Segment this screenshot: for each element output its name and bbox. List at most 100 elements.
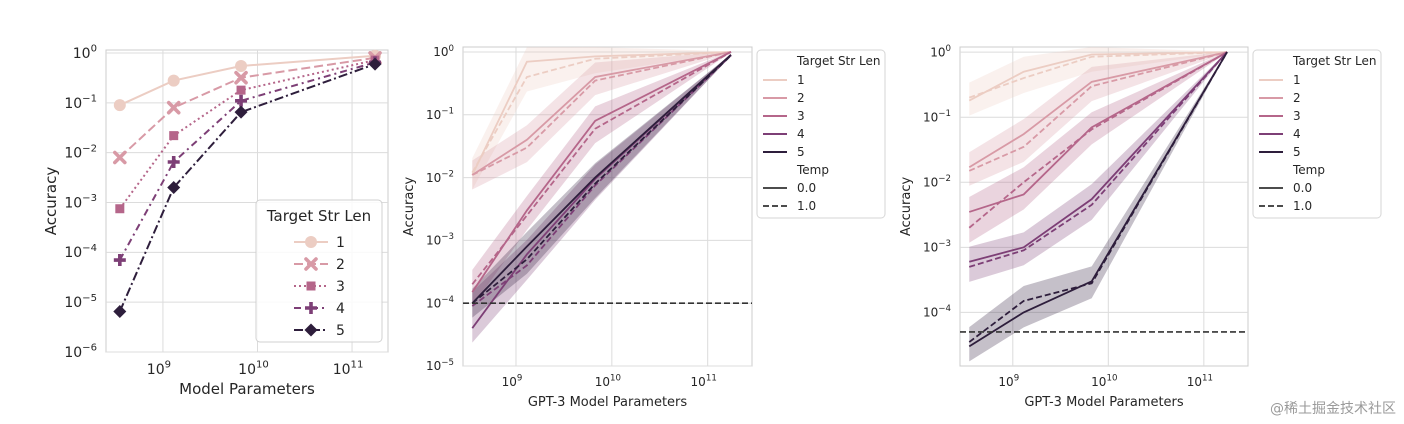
line-temp0-2-4 [969, 51, 1228, 263]
x-tick-label-2-0: 109 [998, 374, 1019, 389]
band-1-5 [472, 54, 731, 318]
band-1-4 [472, 54, 731, 343]
line-temp1-2-2 [968, 51, 1228, 172]
legend-box-2 [1252, 49, 1382, 219]
legend-label-2-2: 2 [1293, 91, 1301, 105]
x-axis-label-0: Model Parameters [179, 380, 315, 398]
y-tick-label-1-1: 10−1 [426, 107, 454, 122]
line-temp1-2-1 [968, 51, 1228, 99]
legend-label-1-3: 3 [797, 109, 805, 123]
point-s3-2 [236, 85, 246, 95]
y-tick-label-2-3: 10−3 [923, 239, 951, 254]
legend-label-1-2: 2 [797, 91, 805, 105]
legend-label-1-1: 1 [797, 73, 805, 87]
point-s5-3 [368, 57, 382, 71]
y-tick-label-0-4: 10−4 [64, 243, 97, 261]
series-line-4 [118, 61, 376, 261]
point-s1-1 [167, 74, 180, 87]
point-s1-2 [235, 59, 248, 72]
y-tick-label-1-4: 10−4 [426, 295, 454, 310]
line-temp0-1-1 [471, 51, 732, 176]
line-temp0-1-3 [471, 51, 732, 293]
point-s4-1 [167, 156, 180, 169]
y-tick-label-2-2: 10−2 [923, 174, 951, 189]
y-tick-label-2-1: 10−1 [923, 109, 951, 124]
y-tick-label-2-4: 10−4 [923, 304, 951, 319]
point-s2-1 [166, 100, 181, 115]
panel-right: 109 1010 1011 100 10−1 10−2 10−3 10−4 GPT-3 Mode… [899, 44, 1382, 410]
point-s3-0 [115, 204, 125, 214]
legend-label-left-4: 4 [336, 301, 345, 317]
legend-title-2: Target Str Len [1292, 54, 1376, 68]
line-temp1-2-3 [968, 51, 1228, 229]
point-s1-0 [113, 99, 126, 112]
legend-label-1-5: 5 [797, 145, 805, 159]
point-s4-2 [235, 94, 248, 107]
legend-label-left-3: 3 [336, 279, 345, 295]
y-tick-label-1-2: 10−2 [426, 169, 454, 184]
point-s5-1 [167, 181, 181, 195]
x-tick-label-1-1: 1010 [595, 374, 621, 389]
line-temp1-1-5 [471, 54, 732, 304]
x-axis-label-1: GPT-3 Model Parameters [528, 395, 688, 410]
series-line-2 [119, 56, 376, 159]
legend-label-left-1: 1 [336, 235, 345, 251]
band-1-1 [472, 47, 731, 190]
legend-box-1 [756, 49, 886, 219]
x-tick-label-2-1: 1010 [1091, 374, 1117, 389]
x-tick-label-0-2: 1011 [333, 360, 364, 378]
legend-temp-label-1-0: 0.0 [797, 181, 816, 195]
line-temp1-2-4 [968, 51, 1228, 268]
point-s5-0 [113, 304, 127, 318]
point-s2-2 [234, 70, 248, 85]
point-s5-2 [234, 105, 248, 119]
watermark: @稀土掘金技术社区 [1270, 401, 1396, 417]
legend-title-left: Target Str Len [266, 207, 371, 225]
series-line-1 [119, 54, 376, 107]
legend-label-2-3: 3 [1293, 109, 1301, 123]
x-tick-label-1-2: 1011 [691, 374, 717, 389]
line-temp0-1-2 [471, 51, 732, 176]
band-2-5 [969, 51, 1228, 362]
legend-label-2-5: 5 [1293, 145, 1301, 159]
band-2-2 [969, 51, 1228, 186]
line-temp0-2-3 [968, 51, 1228, 213]
x-tick-label-0-0: 109 [147, 360, 171, 378]
plot-content-1 [463, 47, 752, 343]
legend-temp-title-2: Temp [1292, 163, 1325, 177]
y-tick-label-0-1: 10−1 [64, 93, 97, 111]
band-2-1 [969, 47, 1228, 116]
y-tick-label-0-0: 100 [73, 44, 97, 62]
y-axis-label-1: Accuracy [402, 177, 417, 237]
panel-middle: 109 1010 1011 100 10−1 10−2 10−3 10−4 10−5 GPT-3 … [402, 44, 886, 410]
legend-label-2-1: 1 [1293, 73, 1301, 87]
plot-area-1 [462, 46, 753, 367]
x-tick-label-0-1: 1010 [238, 360, 269, 378]
x-tick-label-2-2: 1011 [1187, 374, 1213, 389]
legend-label-left-5: 5 [336, 323, 345, 339]
legend-title-1: Target Str Len [796, 54, 880, 68]
line-temp1-1-4 [471, 54, 732, 307]
y-tick-label-0-3: 10−3 [64, 193, 97, 211]
line-temp0-2-1 [968, 51, 1228, 102]
x-axis-label-2: GPT-3 Model Parameters [1024, 395, 1184, 410]
y-tick-label-0-6: 10−6 [64, 343, 97, 361]
point-s2-0 [113, 150, 127, 165]
legend-box-left [255, 199, 383, 343]
point-s3-1 [169, 131, 179, 141]
legend-temp-label-2-1: 1.0 [1293, 199, 1312, 213]
line-temp1-2-5 [968, 51, 1228, 343]
point-s4-0 [113, 254, 126, 267]
legend-marker-left-4 [305, 302, 317, 314]
line-temp1-1-1 [471, 51, 732, 174]
legend-marker-left-5 [304, 323, 318, 337]
line-temp0-1-5 [471, 54, 732, 304]
legend-temp-label-1-1: 1.0 [797, 199, 816, 213]
band-2-3 [969, 51, 1228, 243]
legend-label-1-4: 4 [797, 127, 805, 141]
line-temp0-2-2 [968, 51, 1228, 169]
y-tick-label-2-0: 100 [930, 44, 951, 59]
legend-temp-title-1: Temp [796, 163, 829, 177]
y-tick-label-1-5: 10−5 [426, 358, 454, 373]
